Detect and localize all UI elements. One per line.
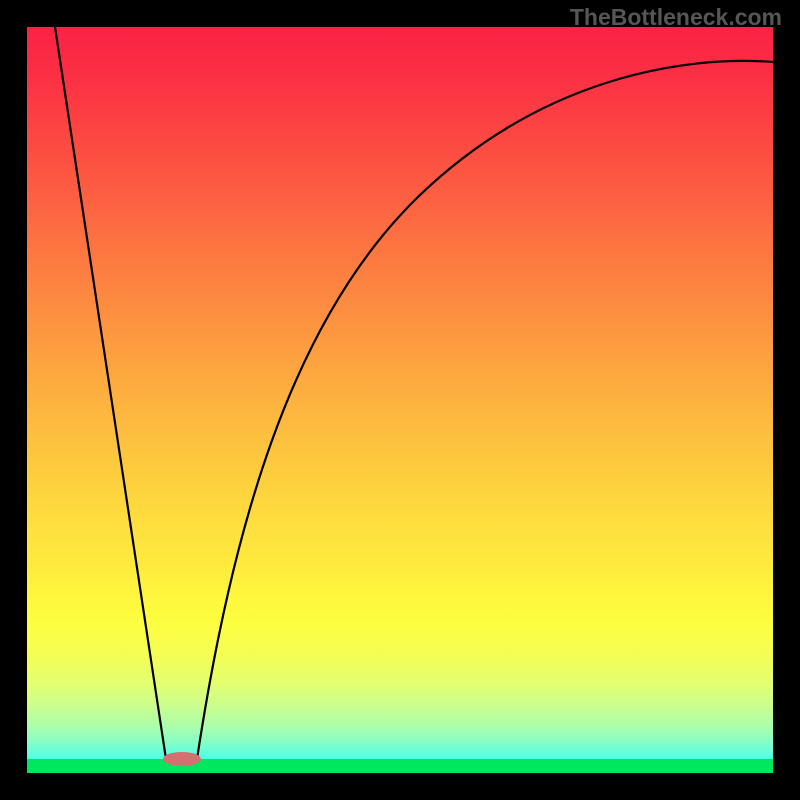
watermark-text: TheBottleneck.com: [570, 4, 782, 31]
chart-container: TheBottleneck.com: [0, 0, 800, 800]
optimal-marker: [163, 752, 201, 766]
green-optimal-band: [27, 759, 773, 773]
chart-svg: [0, 0, 800, 800]
plot-area-background: [27, 27, 773, 773]
